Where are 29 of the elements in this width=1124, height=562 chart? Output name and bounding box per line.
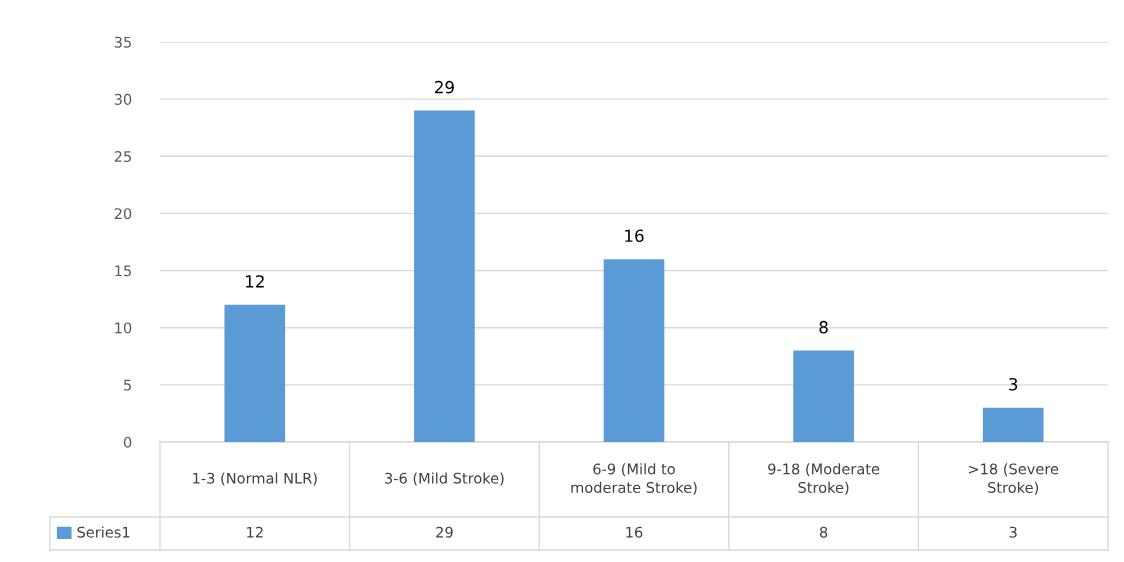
y-tick-label: 0: [123, 436, 132, 448]
y-tick-label: 20: [114, 208, 132, 220]
y-tick-label: 25: [114, 151, 131, 163]
x-tick-label: 1-3 (Normal NLR): [193, 472, 317, 486]
text: 29: [436, 526, 453, 538]
bar: [224, 304, 286, 442]
text: 8: [819, 526, 828, 538]
data-label: 3: [1009, 377, 1018, 391]
legend-label: Series1: [77, 526, 130, 538]
x-tick-label: 6-9 (Mild to moderate Stroke): [571, 463, 697, 495]
x-tick-label: 3-6 (Mild Stroke): [385, 472, 504, 486]
bar: [603, 259, 665, 442]
y-tick-label: 30: [114, 93, 132, 105]
bar: [982, 407, 1044, 442]
y-tick-label: 5: [124, 379, 131, 391]
y-tick-label: 15: [115, 265, 131, 277]
data-label: 16: [625, 229, 644, 243]
data-label: 12: [246, 275, 264, 288]
text: 12: [247, 526, 263, 538]
bar: [793, 350, 854, 442]
bar: [414, 110, 475, 442]
y-tick-label: 35: [114, 36, 131, 48]
x-tick-label: >18 (Severe Stroke): [968, 463, 1059, 495]
text: 3: [1009, 526, 1017, 538]
text: 16: [626, 526, 643, 538]
x-tick-label: 9-18 (Moderate Stroke): [768, 463, 880, 495]
data-label: 8: [819, 320, 828, 334]
y-tick-label: 10: [115, 322, 132, 334]
data-label: 29: [435, 80, 454, 94]
